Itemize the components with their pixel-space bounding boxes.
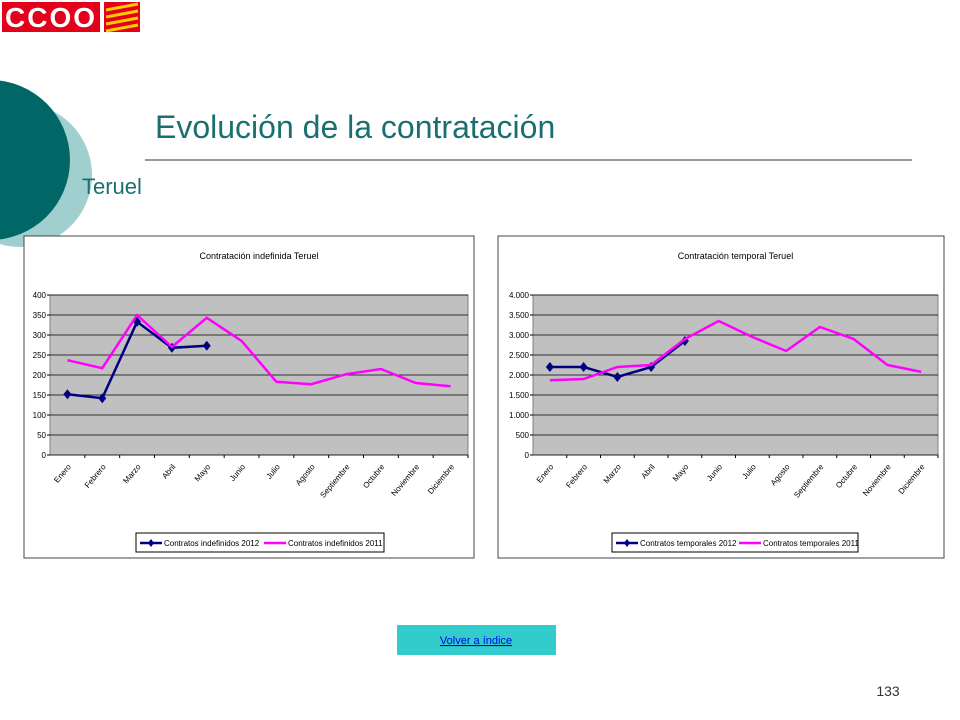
legend-label: Contratos indefinidos 2011	[288, 539, 383, 548]
index-button[interactable]	[397, 625, 556, 655]
logo-stripes	[105, 2, 139, 33]
y-tick-label: 250	[33, 351, 47, 360]
chart-title: Contratación indefinida Teruel	[200, 251, 319, 261]
marker	[63, 389, 72, 400]
y-tick-label: 3.500	[509, 311, 530, 320]
page-number: 133	[876, 683, 900, 699]
y-tick-label: 300	[33, 331, 47, 340]
legend-label: Contratos temporales 2012	[640, 539, 737, 548]
slide-title: Evolución de la contratación	[155, 109, 555, 145]
index-link[interactable]: Volver a índice	[440, 635, 512, 647]
marker	[579, 362, 588, 372]
decor-circle	[0, 80, 70, 240]
y-tick-label: 2.000	[509, 371, 530, 380]
logo-box	[2, 2, 100, 32]
chart-title: Contratación temporal Teruel	[678, 251, 793, 261]
y-tick-label: 2.500	[509, 351, 530, 360]
series-line	[67, 313, 451, 388]
y-tick-label: 100	[33, 411, 47, 420]
legend-box	[611, 532, 859, 553]
y-tick-label: 0	[42, 451, 47, 460]
y-tick-label: 0	[525, 451, 530, 460]
y-tick-label: 1.500	[509, 391, 530, 400]
y-tick-label: 500	[516, 431, 530, 440]
y-tick-label: 4.000	[509, 291, 530, 300]
legend-box	[135, 532, 385, 553]
legend-label: Contratos indefinidos 2012	[164, 539, 260, 548]
y-tick-label: 150	[33, 391, 47, 400]
y-tick-label: 50	[37, 431, 46, 440]
marker	[98, 393, 107, 404]
slide-subtitle: Teruel	[82, 174, 142, 199]
y-tick-label: 350	[33, 311, 47, 320]
y-tick-label: 3.000	[509, 331, 530, 340]
legend-marker	[624, 539, 630, 547]
legend-label: Contratos temporales 2011	[763, 539, 859, 548]
marker	[202, 340, 211, 351]
y-tick-label: 400	[33, 291, 47, 300]
series-line	[549, 319, 922, 382]
y-tick-label: 200	[33, 371, 47, 380]
y-tick-label: 1.000	[509, 411, 530, 420]
marker	[613, 372, 622, 382]
marker	[545, 362, 554, 372]
legend-marker	[148, 539, 154, 547]
logo-text: CCOO	[5, 2, 97, 33]
